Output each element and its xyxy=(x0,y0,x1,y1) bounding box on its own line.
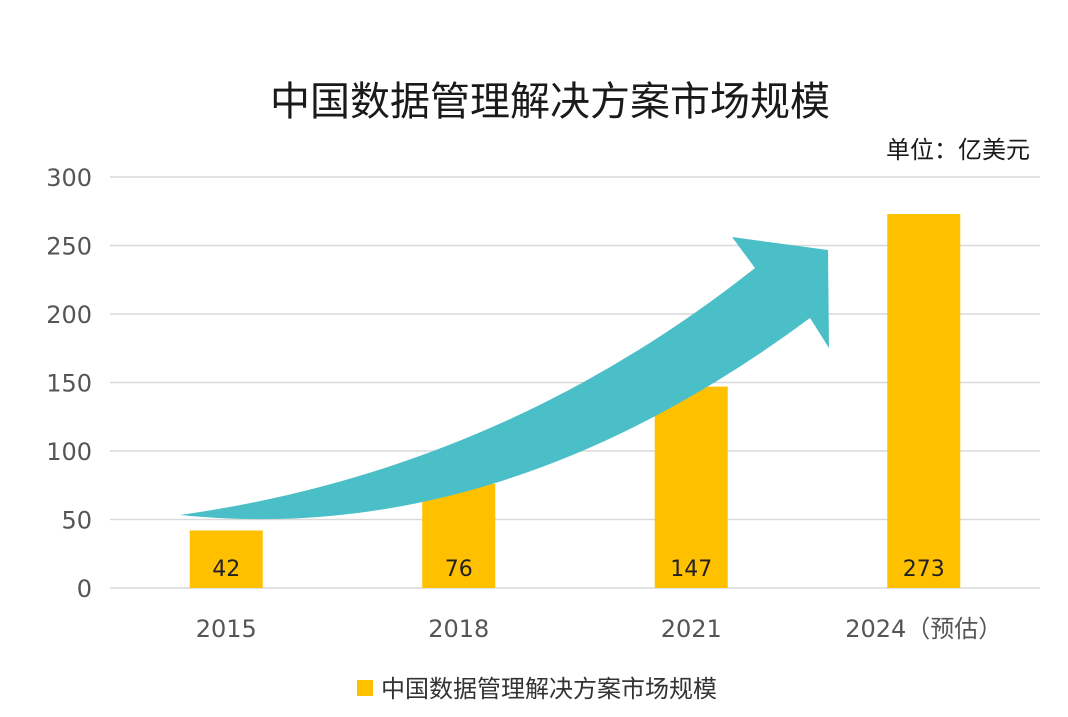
y-tick-label: 0 xyxy=(77,575,92,603)
y-tick-label: 100 xyxy=(46,438,92,466)
bar xyxy=(422,483,496,588)
legend: 中国数据管理解决方案市场规模 xyxy=(357,675,717,703)
y-tick-label: 150 xyxy=(46,370,92,398)
bar xyxy=(189,530,263,588)
y-tick-label: 250 xyxy=(46,233,92,261)
x-tick-label: 2018 xyxy=(428,615,489,643)
bar xyxy=(654,386,728,588)
x-tick-label: 2024（预估） xyxy=(845,615,1002,643)
trend-arrow-icon xyxy=(180,237,829,520)
y-tick-label: 50 xyxy=(61,507,92,535)
bars xyxy=(189,213,961,589)
x-axis-ticks: 2015 2018 2021 2024（预估） xyxy=(196,615,1003,643)
unit-label: 单位：亿美元 xyxy=(886,136,1030,164)
y-axis-ticks: 0 50 100 150 200 250 300 xyxy=(46,164,92,603)
legend-label: 中国数据管理解决方案市场规模 xyxy=(381,675,717,703)
data-labels: 42 76 147 273 xyxy=(212,557,945,582)
y-tick-label: 300 xyxy=(46,164,92,192)
bar xyxy=(887,213,961,589)
data-label: 147 xyxy=(670,557,712,582)
x-tick-label: 2015 xyxy=(196,615,257,643)
x-tick-label: 2021 xyxy=(661,615,722,643)
data-label: 273 xyxy=(903,557,945,582)
chart-title: 中国数据管理解决方案市场规模 xyxy=(270,79,830,125)
data-label: 42 xyxy=(212,557,240,582)
legend-swatch xyxy=(357,680,373,696)
data-label: 76 xyxy=(445,557,473,582)
y-tick-label: 200 xyxy=(46,301,92,329)
